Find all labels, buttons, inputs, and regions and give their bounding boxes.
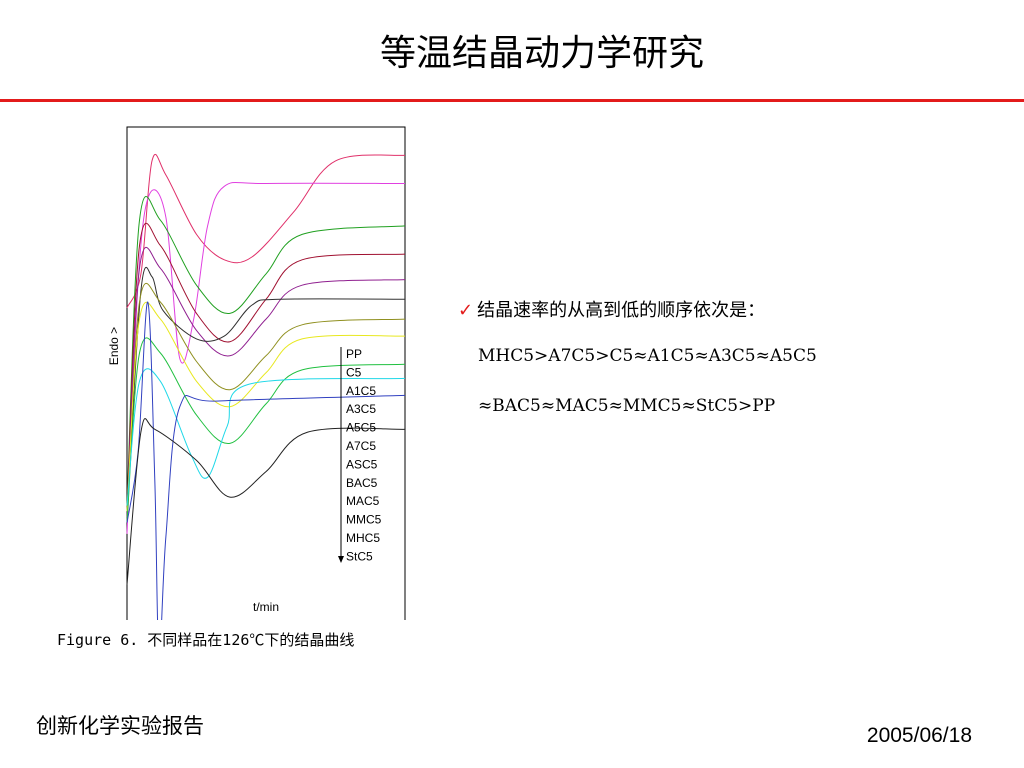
conclusion-heading: ✓ 结晶速率的从高到低的顺序依次是： [458, 296, 765, 322]
legend: PP C5 A1C5 A3C5 A5C5 A7C5 ASC5 BAC5 MAC5 MMC5 MHC5… [346, 347, 382, 563]
legend-item: MAC5 [346, 494, 380, 508]
footer-report-name: 创新化学实验报告 [36, 714, 204, 738]
legend-item: BAC5 [346, 476, 378, 490]
series-line-1 [126, 153, 406, 309]
series-line-6 [126, 266, 406, 517]
legend-item: StC5 [346, 549, 373, 563]
series-line-4 [126, 222, 406, 512]
legend-item: MMC5 [346, 513, 382, 527]
legend-item: C5 [346, 365, 362, 379]
slide-title: 等温结晶动力学研究 [379, 33, 704, 74]
series-line-9 [126, 337, 406, 523]
series-line-12 [126, 418, 406, 585]
title-divider [0, 99, 1024, 102]
rate-order-line-2: ≈BAC5≈MAC5≈MMC5≈StC5>PP [478, 396, 776, 416]
rate-order-line-1: MHC5>A7C5>C5≈A1C5≈A3C5≈A5C5 [478, 346, 817, 366]
legend-item: A1C5 [346, 384, 376, 398]
series-lines [126, 153, 406, 620]
x-axis-label: t/min [253, 600, 279, 614]
y-axis-label: Endo > [107, 327, 121, 365]
legend-item: ASC5 [346, 457, 378, 471]
plot-frame [126, 126, 406, 620]
checkmark-icon: ✓ [458, 300, 474, 321]
figure-caption: Figure 6. 不同样品在126℃下的结晶曲线 [57, 631, 355, 649]
legend-item: A7C5 [346, 439, 376, 453]
crystallization-chart: 012345678910 t/min Endo > PPC5A1C5A3C5A5… [100, 120, 420, 620]
legend-item: A5C5 [346, 421, 376, 435]
legend-item: MHC5 [346, 531, 380, 545]
series-line-7 [126, 283, 406, 523]
series-line-10 [126, 368, 406, 506]
legend-arrow-head [338, 556, 344, 563]
legend-item: A3C5 [346, 402, 376, 416]
series-line-3 [126, 196, 406, 506]
footer-date: 2005/06/18 [866, 724, 972, 747]
conclusion-text: 结晶速率的从高到低的顺序依次是： [477, 300, 766, 321]
series-line-8 [126, 302, 406, 512]
series-line-5 [126, 246, 406, 517]
legend-item: PP [346, 347, 362, 361]
chart-svg: 012345678910 t/min Endo > PPC5A1C5A3C5A5… [107, 126, 406, 620]
series-line-11 [126, 301, 406, 620]
